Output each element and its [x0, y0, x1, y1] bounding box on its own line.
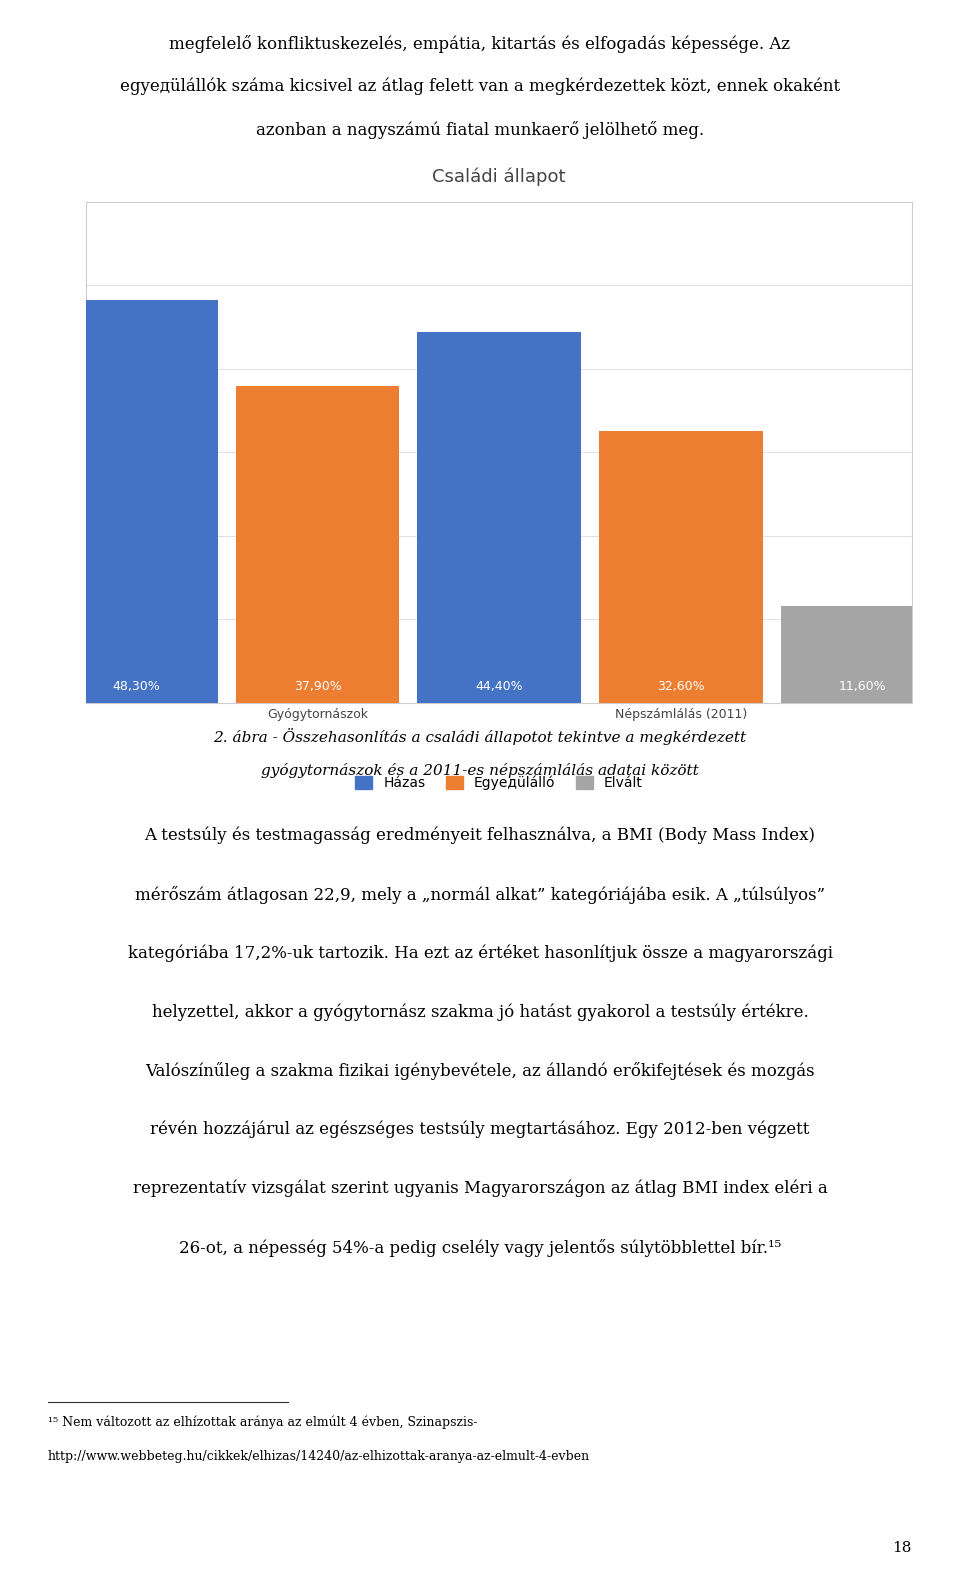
Text: helyzettel, akkor a gyógytornász szakma jó hatást gyakorol a testsúly értékre.: helyzettel, akkor a gyógytornász szakma … — [152, 1003, 808, 1021]
Text: 32,60%: 32,60% — [657, 681, 705, 693]
Text: reprezentatív vizsgálat szerint ugyanis Magyarországon az átlag BMI index eléri : reprezentatív vizsgálat szerint ugyanis … — [132, 1180, 828, 1197]
Text: 6,90%: 6,90% — [479, 681, 519, 693]
Text: 37,90%: 37,90% — [294, 681, 342, 693]
Text: http://www.webbeteg.hu/cikkek/elhizas/14240/az-elhizottak-aranya-az-elmult-4-evb: http://www.webbeteg.hu/cikkek/elhizas/14… — [48, 1450, 590, 1463]
Title: Családi állapot: Családi állapot — [432, 169, 566, 186]
Text: A testsúly és testmagasság eredményeit felhasználva, a BMI (Body Mass Index): A testsúly és testmagasság eredményeit f… — [145, 827, 815, 844]
Bar — [418, 332, 581, 703]
Text: 48,30%: 48,30% — [112, 681, 159, 693]
Text: 18: 18 — [893, 1541, 912, 1555]
Text: azonban a nagyszámú fiatal munkаerő jelölhető meg.: azonban a nagyszámú fiatal munkаerő jelö… — [256, 121, 704, 138]
Text: 26-ot, a népesség 54%-a pedig cselély vagy jelentős súlytöbblettel bír.¹⁵: 26-ot, a népesség 54%-a pedig cselély va… — [179, 1239, 781, 1256]
Text: révén hozzájárul az egészséges testsúly megtartásához. Egy 2012-ben végzett: révén hozzájárul az egészséges testsúly … — [151, 1121, 809, 1138]
Bar — [418, 646, 581, 703]
Bar — [236, 386, 399, 703]
Text: mérőszám átlagosan 22,9, mely a „normál alkat” kategóriájába esik. A „túlsúlyos”: mérőszám átlagosan 22,9, mely a „normál … — [135, 886, 825, 903]
Legend: Házas, Egyeдülálló, Elvált: Házas, Egyeдülálló, Elvált — [349, 771, 649, 797]
Bar — [780, 606, 945, 703]
Text: 2. ábra - Összehasonlítás a családi állapotot tekintve a megkérdezett: 2. ábra - Összehasonlítás a családi álla… — [213, 728, 747, 746]
Bar — [599, 431, 762, 703]
Text: kategóriába 17,2%-uk tartozik. Ha ezt az értéket hasonlítjuk össze a magyarorszá: kategóriába 17,2%-uk tartozik. Ha ezt az… — [128, 944, 832, 962]
Text: egyeдülállók száma kicsivel az átlag felett van a megkérdezettek közt, ennek oka: egyeдülállók száma kicsivel az átlag fel… — [120, 78, 840, 95]
Text: Valószínűleg a szakma fizikai igénybevétele, az állandó erőkifejtések és mozgás: Valószínűleg a szakma fizikai igénybevét… — [145, 1062, 815, 1080]
Text: megfelelő konfliktuskezelés, empátia, kitartás és elfogadás képessége. Az: megfelelő konfliktuskezelés, empátia, ki… — [169, 35, 791, 52]
Text: gyógytornászok és a 2011-es népszámlálás adatai között: gyógytornászok és a 2011-es népszámlálás… — [261, 763, 699, 778]
Text: ¹⁵ Nem változott az elhízottak aránya az elmúlt 4 évben, Szinapszis-: ¹⁵ Nem változott az elhízottak aránya az… — [48, 1415, 477, 1428]
Text: 11,60%: 11,60% — [839, 681, 886, 693]
Bar — [54, 299, 218, 703]
Text: 44,40%: 44,40% — [475, 681, 523, 693]
